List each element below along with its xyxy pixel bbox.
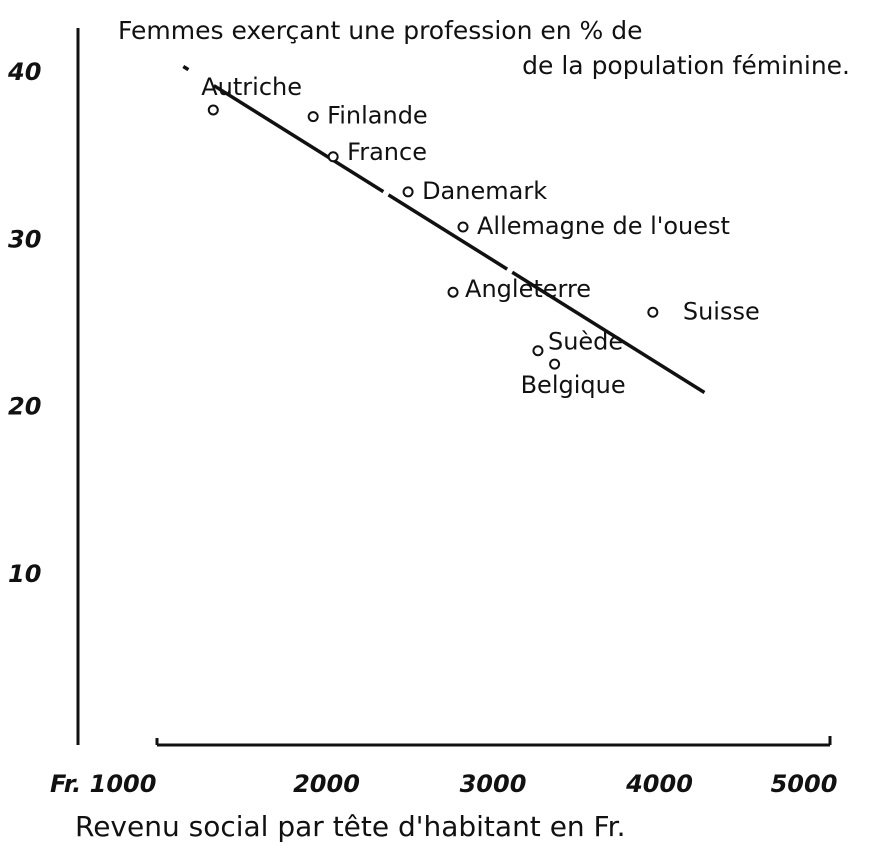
point-label: Suisse [683,297,760,325]
point-label: Autriche [201,73,302,101]
point [327,151,339,163]
y-tick-label: 30 [8,225,41,253]
point-label: Suède [548,328,623,356]
chart-title: de la population féminine. [522,51,850,80]
x-tick-label: 4000 [625,770,693,798]
trend-line [182,64,706,395]
point-label: France [347,138,427,166]
y-tick-label: 10 [8,560,41,588]
point-label: Belgique [521,371,626,399]
point [532,345,544,357]
chart-title: Femmes exerçant une profession en % de [118,16,643,45]
x-tick-label: Fr. 1000 [50,770,156,798]
point [207,104,219,116]
point [447,286,459,298]
x-tick-label: 3000 [460,770,527,798]
x-axis-label: Revenu social par tête d'habitant en Fr. [75,810,625,843]
y-tick-label: 40 [7,58,41,86]
point-label: Danemark [422,177,547,205]
point-label: Angleterre [465,275,591,303]
point [457,221,469,233]
point-label: Allemagne de l'ouest [477,212,730,240]
x-tick-label: 2000 [293,770,360,798]
point [307,111,319,123]
point-label: Finlande [327,102,428,130]
point [647,306,659,318]
point [402,186,414,198]
y-tick-label: 20 [8,393,41,421]
x-tick-label: 5000 [771,770,838,798]
point [549,358,561,370]
